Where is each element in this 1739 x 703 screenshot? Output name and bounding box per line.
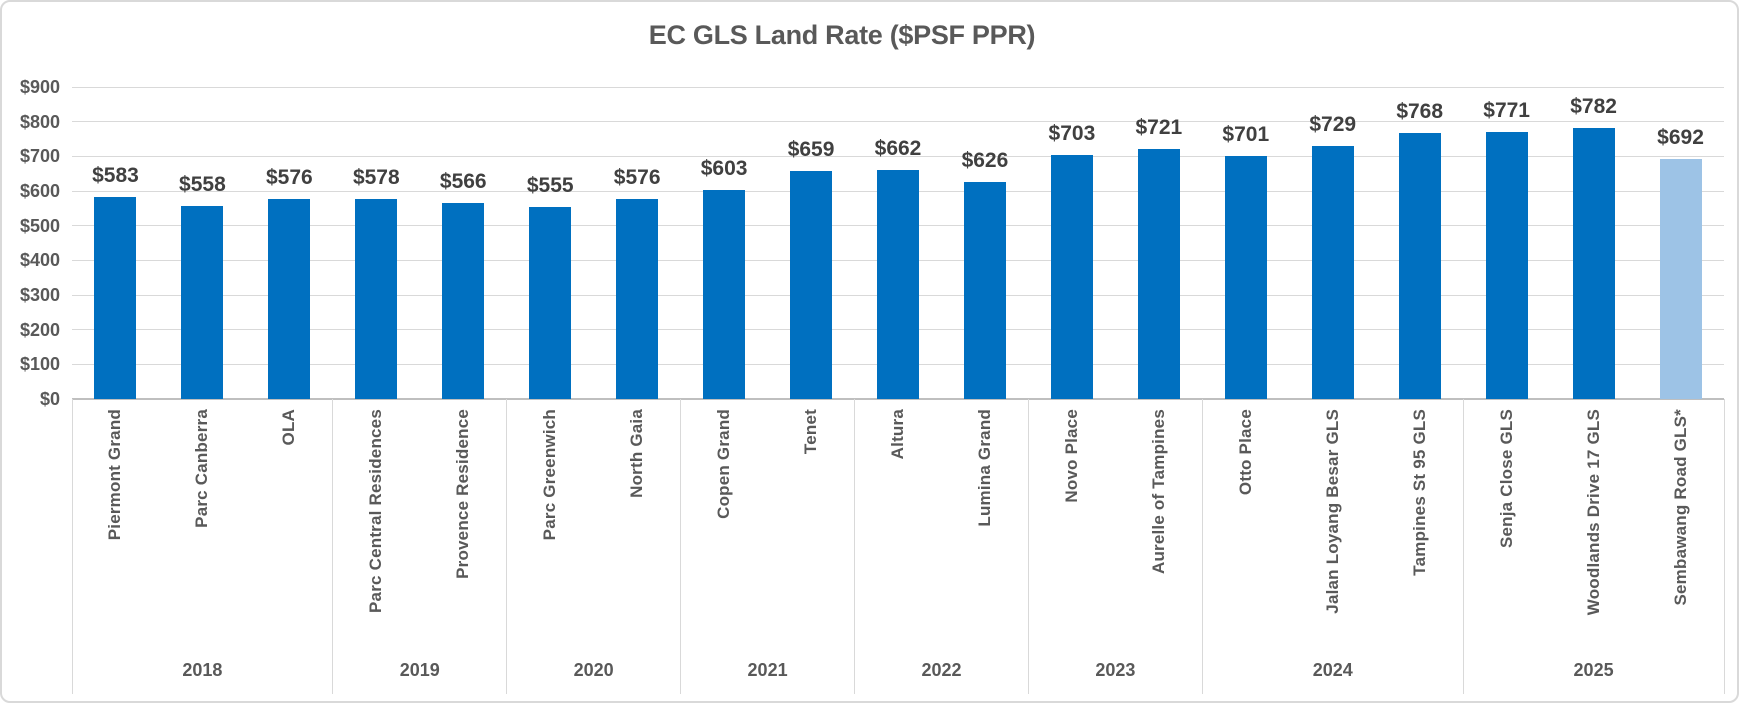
category-label: Jalan Loyang Besar GLS — [1322, 409, 1342, 614]
category-label: Lumina Grand — [974, 409, 994, 527]
bar — [790, 170, 833, 399]
bar-value-label: $576 — [613, 166, 661, 190]
category-group-separator — [1462, 399, 1464, 694]
category-group-separator — [1723, 399, 1725, 694]
bar — [1311, 146, 1354, 399]
year-label: 2019 — [399, 660, 440, 680]
year-label: 2023 — [1095, 660, 1136, 680]
category-label: Otto Place — [1235, 409, 1255, 496]
year-label: 2018 — [182, 660, 223, 680]
bar-value-label: $603 — [700, 156, 748, 180]
bar — [1398, 132, 1441, 399]
bar-value-label: $558 — [179, 172, 226, 196]
category-label: Altura — [888, 409, 907, 460]
gridline — [72, 155, 1724, 157]
y-axis-tick-label: $500 — [19, 215, 60, 236]
bar — [181, 205, 224, 399]
y-axis-tick-label: $600 — [19, 181, 60, 201]
bar-value-label: $721 — [1135, 116, 1183, 140]
category-label: Piermont Grand — [105, 409, 125, 541]
bar — [355, 198, 398, 399]
bar-value-label: $626 — [961, 148, 1009, 172]
bar-value-label: $555 — [526, 173, 574, 197]
bar — [616, 199, 659, 399]
y-axis-tick-label: $800 — [19, 111, 60, 132]
bar — [963, 181, 1006, 399]
y-axis-tick-label: $100 — [19, 354, 60, 375]
y-axis-tick-label: $0 — [39, 389, 60, 409]
bar — [1485, 131, 1528, 399]
category-group-separator — [332, 399, 334, 694]
bar-value-label: $771 — [1483, 98, 1530, 122]
bar — [268, 199, 311, 399]
category-label: Parc Canberra — [192, 409, 212, 528]
bar — [94, 196, 137, 399]
bar-value-label: $703 — [1048, 122, 1096, 146]
y-axis-tick-label: $900 — [19, 77, 60, 97]
bar-value-label: $701 — [1222, 122, 1270, 146]
x-axis-line — [72, 398, 1724, 400]
year-label: 2025 — [1573, 660, 1614, 680]
category-label: OLA — [279, 409, 299, 446]
gridline — [72, 121, 1724, 123]
category-label: North Gaia — [627, 409, 647, 498]
y-axis-tick-label: $200 — [19, 319, 60, 340]
bar — [529, 206, 572, 399]
year-label: 2024 — [1312, 660, 1353, 680]
category-label: Senja Close GLS — [1496, 409, 1516, 549]
category-label: Aurelle of Tampines — [1148, 409, 1168, 575]
category-label: Provence Residence — [453, 409, 473, 579]
category-group-separator — [1201, 399, 1203, 694]
category-group-separator — [71, 399, 73, 694]
bar-value-label: $782 — [1570, 94, 1617, 118]
y-axis-tick-label: $700 — [19, 146, 60, 167]
category-label: Parc Central Residences — [366, 409, 386, 613]
bar — [877, 169, 919, 399]
bar-value-label: $576 — [266, 166, 313, 190]
bar-value-label: $729 — [1309, 113, 1357, 137]
category-group-separator — [854, 399, 856, 694]
gridline — [72, 86, 1724, 88]
bar — [1659, 159, 1702, 399]
bar-value-label: $659 — [787, 137, 835, 161]
bar-value-label: $566 — [439, 169, 487, 193]
category-group-separator — [1027, 399, 1029, 694]
bar — [1572, 127, 1615, 399]
category-label: Parc Greenwich — [540, 409, 560, 541]
bar-value-label: $692 — [1657, 126, 1704, 150]
bar-value-label: $583 — [92, 163, 139, 187]
y-axis-tick-label: $400 — [19, 250, 60, 271]
category-label: Tenet — [801, 409, 821, 455]
year-label: 2022 — [921, 660, 962, 680]
bar — [703, 189, 746, 399]
bar-value-label: $578 — [352, 165, 400, 189]
category-group-separator — [680, 399, 682, 694]
bar — [1050, 155, 1093, 399]
year-label: 2021 — [747, 660, 788, 680]
category-label: Tampines St 95 GLS — [1409, 409, 1429, 576]
bar — [442, 202, 485, 399]
bar — [1224, 155, 1267, 399]
category-label: Woodlands Drive 17 GLS — [1583, 409, 1603, 616]
bar — [1137, 149, 1180, 399]
category-group-separator — [506, 399, 508, 694]
chart-title: EC GLS Land Rate ($PSF PPR) — [648, 20, 1036, 50]
bar-value-label: $662 — [874, 136, 922, 160]
year-label: 2020 — [573, 660, 614, 680]
category-label: Sembawang Road GLS* — [1670, 409, 1690, 606]
category-label: Novo Place — [1061, 409, 1081, 503]
category-label: Copen Grand — [714, 409, 734, 519]
y-axis-tick-label: $300 — [19, 285, 60, 305]
bar-value-label: $768 — [1396, 99, 1444, 123]
